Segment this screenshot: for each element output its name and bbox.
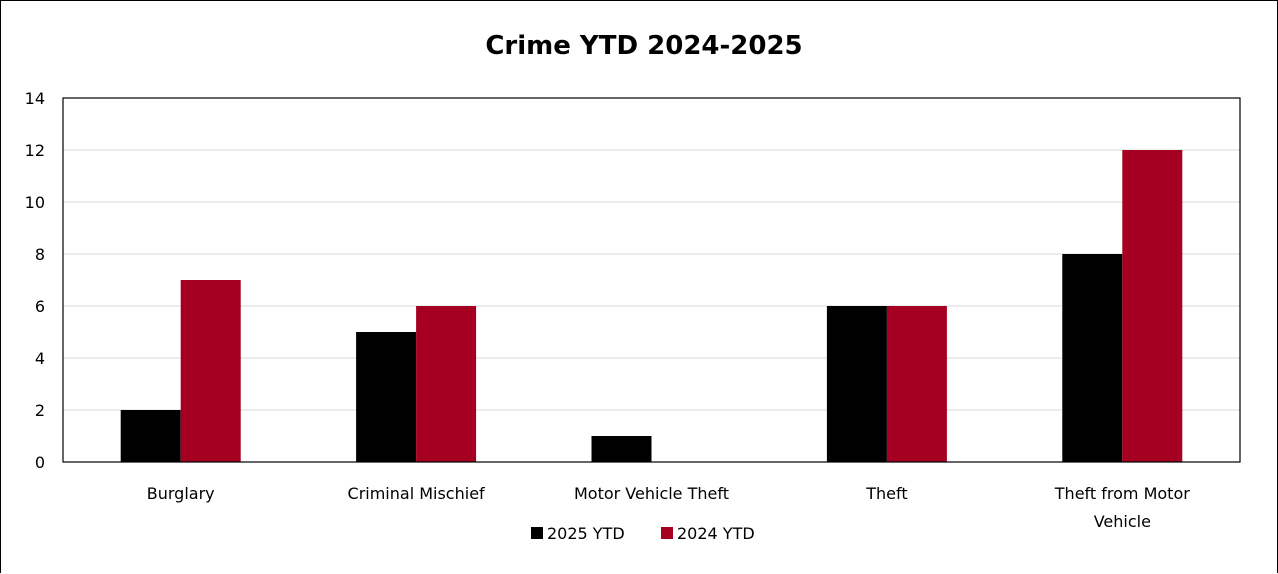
y-tick-label: 12 xyxy=(25,141,45,160)
bar-2025-ytd-0 xyxy=(120,410,181,462)
y-tick-label: 8 xyxy=(35,245,45,264)
y-tick-label: 4 xyxy=(35,349,45,368)
gridlines xyxy=(63,149,1240,411)
y-axis-ticks: 0 2 4 6 8 10 12 14 xyxy=(25,89,45,472)
x-category-label: Criminal Mischief xyxy=(348,484,486,503)
legend: 2025 YTD 2024 YTD xyxy=(531,524,755,543)
legend-swatch-1 xyxy=(661,527,673,539)
x-category-label: Burglary xyxy=(147,484,215,503)
bars xyxy=(120,150,1183,462)
x-axis-categories: Burglary Criminal Mischief Motor Vehicle T… xyxy=(147,484,1190,531)
legend-label-1: 2024 YTD xyxy=(677,524,755,543)
y-tick-label: 14 xyxy=(25,89,45,108)
y-tick-label: 10 xyxy=(25,193,45,212)
bar-2025-ytd-1 xyxy=(356,332,417,462)
bar-2025-ytd-4 xyxy=(1062,254,1123,462)
bar-2024-ytd-1 xyxy=(416,306,477,462)
x-category-label: Theft xyxy=(865,484,907,503)
bar-2024-ytd-3 xyxy=(886,306,947,462)
legend-swatch-0 xyxy=(531,527,543,539)
y-tick-label: 6 xyxy=(35,297,45,316)
plot-area-border xyxy=(62,97,1241,463)
bar-2024-ytd-0 xyxy=(180,280,241,462)
x-category-label: Theft from Motor xyxy=(1054,484,1190,503)
x-category-label: Motor Vehicle Theft xyxy=(574,484,729,503)
bar-2025-ytd-3 xyxy=(826,306,887,462)
bar-2024-ytd-4 xyxy=(1122,150,1183,462)
legend-label-0: 2025 YTD xyxy=(547,524,625,543)
bar-2025-ytd-2 xyxy=(591,436,652,462)
y-tick-label: 2 xyxy=(35,401,45,420)
y-tick-label: 0 xyxy=(35,453,45,472)
x-category-label: Vehicle xyxy=(1094,512,1151,531)
chart-title: Crime YTD 2024-2025 xyxy=(485,31,802,61)
